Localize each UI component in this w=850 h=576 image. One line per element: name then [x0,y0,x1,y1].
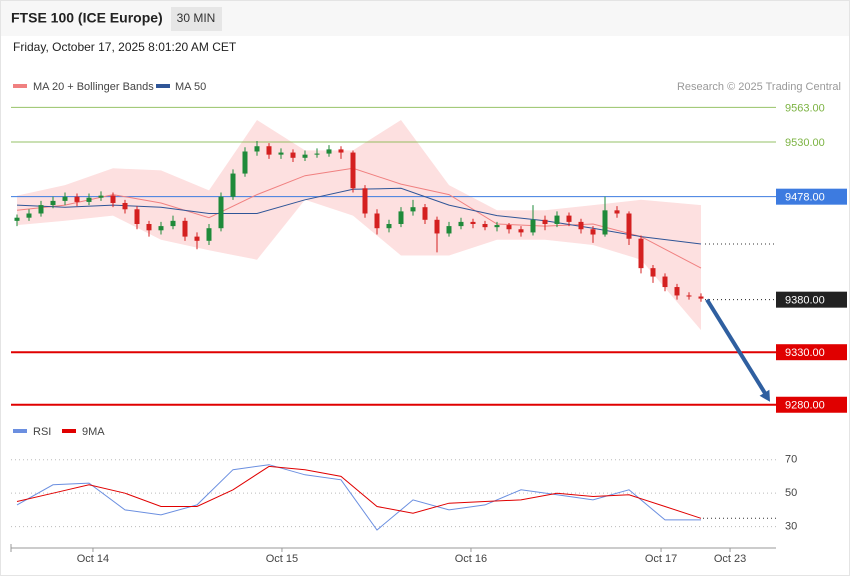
copyright: Research © 2025 Trading Central [677,81,841,93]
header [1,1,849,36]
candle-body [134,209,140,224]
level-label-box [776,396,847,413]
candle-body [38,205,44,214]
candle-body [146,224,152,231]
candle-body [530,219,536,233]
x-tick-label: Oct 17 [645,553,677,565]
level-label: 9478.00 [785,192,825,204]
candle-body [242,151,248,174]
candle-body [194,236,200,241]
legend-label: MA 50 [175,81,206,93]
candle-body [362,188,368,214]
forecast-arrow [705,298,768,396]
candle-body [482,224,488,228]
candle-body [314,153,320,155]
candle-body [626,213,632,239]
candle-body [14,217,20,221]
candle-body [542,219,548,224]
candle-body [566,215,572,222]
x-tick-label: Oct 23 [714,553,746,565]
candle-body [614,210,620,214]
x-tick-label: Oct 16 [455,553,487,565]
candle-body [326,149,332,154]
legend-label: 9MA [82,426,105,438]
candle-body [386,224,392,229]
candle-body [410,207,416,212]
candle-body [698,296,704,299]
candle-body [602,210,608,235]
legend-swatch [13,84,27,88]
candle-body [506,225,512,230]
legend-swatch [62,429,76,433]
candle-body [98,195,104,198]
legend-swatch [13,429,27,433]
candle-body [302,154,308,158]
candle-body [86,197,92,202]
candle-body [554,215,560,224]
candle-body [518,229,524,233]
candle-body [494,225,500,228]
legend-label: MA 20 + Bollinger Bands [33,81,154,93]
legend-swatch [156,84,170,88]
candle-body [350,152,356,189]
candle-body [278,152,284,155]
rsi-tick-label: 70 [785,454,797,466]
candle-body [158,226,164,231]
rsi-tick-label: 30 [785,521,797,533]
level-label-box [776,291,847,308]
rsi-tick-label: 50 [785,487,797,499]
subtitle: Friday, October 17, 2025 8:01:20 AM CET [13,40,237,54]
candle-body [578,221,584,230]
level-label: 9530.00 [785,137,825,149]
candle-body [254,146,260,152]
timeframe: 30 MIN [177,11,216,25]
candle-body [182,220,188,237]
level-label-box [776,344,847,361]
level-label: 9380.00 [785,295,825,307]
level-label: 9280.00 [785,400,825,412]
candle-body [230,173,236,197]
candle-body [434,219,440,234]
chart-title: FTSE 100 (ICE Europe) [11,10,163,26]
candle-body [422,207,428,220]
rsi-line [16,464,701,531]
level-label-box [776,188,847,205]
candle-body [290,152,296,158]
level-label: 9563.00 [785,102,825,114]
candle-body [686,295,692,297]
candle-body [662,276,668,288]
timeframe-box [171,7,222,31]
candle-body [398,211,404,224]
arrow-head [759,389,770,402]
candle-body [74,196,80,202]
candle-body [446,226,452,234]
candle-body [62,196,68,201]
candle-body [266,146,272,155]
candle-body [338,149,344,153]
candle-body [206,228,212,241]
candle-body [170,220,176,227]
legend-label: RSI [33,426,51,438]
candle-body [26,213,32,218]
candle-body [218,196,224,229]
rsi-line [16,465,702,519]
candle-body [50,200,56,206]
candle-body [470,221,476,224]
x-tick-label: Oct 14 [77,553,109,565]
x-tick-label: Oct 15 [266,553,298,565]
candle-body [638,238,644,269]
candle-body [590,229,596,235]
candle-body [110,195,116,203]
candle-body [674,287,680,296]
candle-body [458,221,464,227]
candle-body [122,202,128,210]
candle-body [374,213,380,229]
candle-body [650,268,656,277]
level-label: 9330.00 [785,347,825,359]
